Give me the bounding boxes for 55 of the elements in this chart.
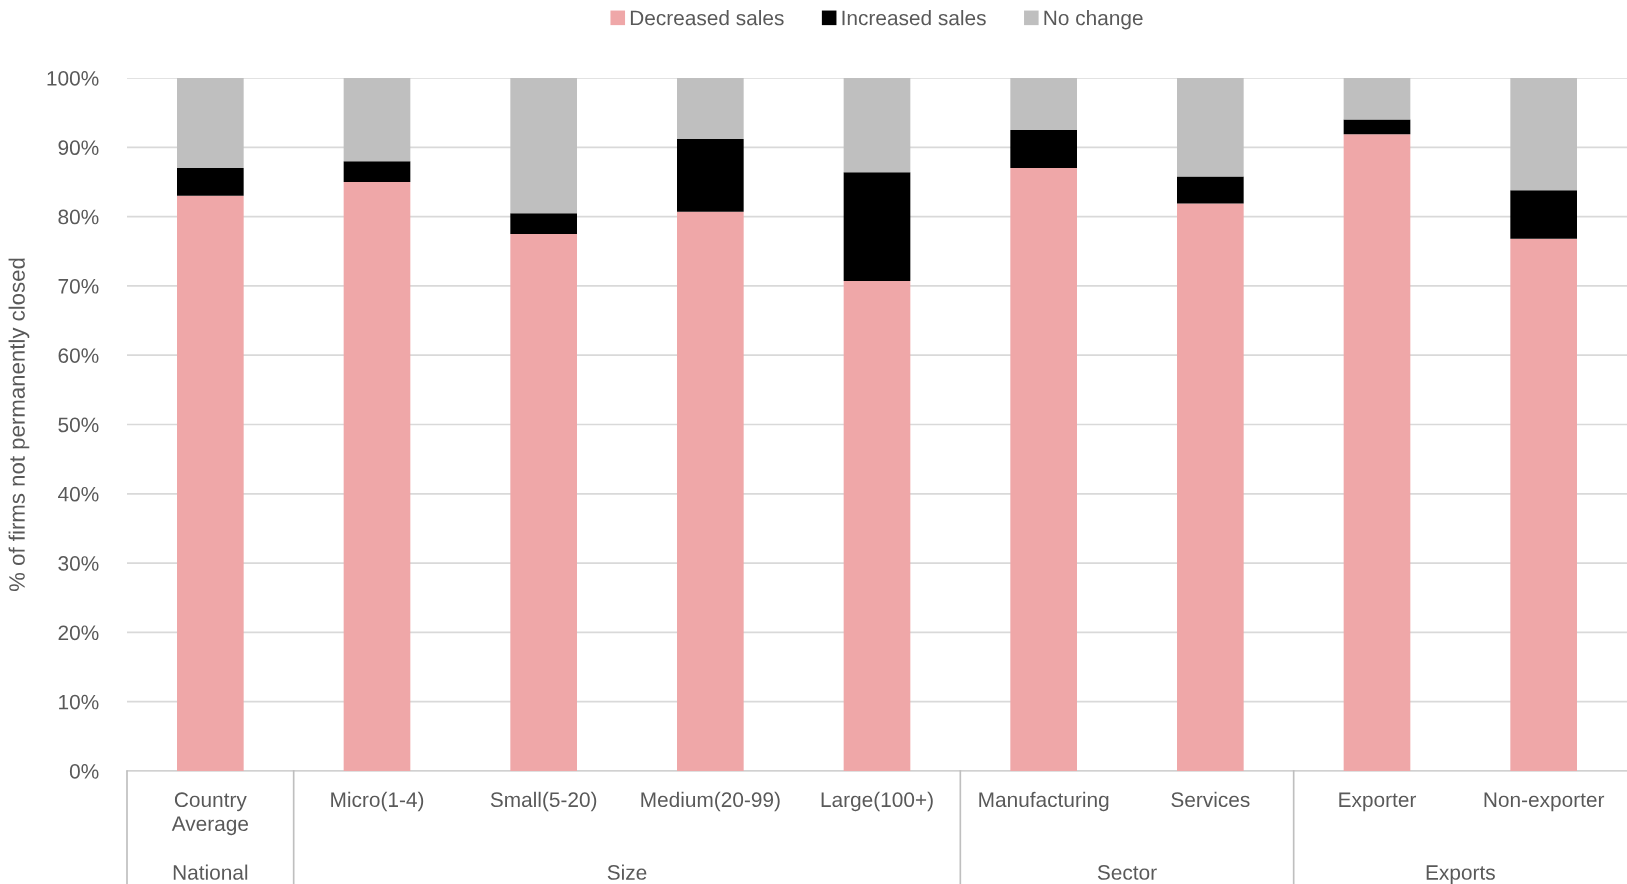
text: National [173,864,248,880]
x-tick-label: Small(5-20) [490,791,597,812]
y-tick-label: 50% [58,417,99,433]
bar [1010,129,1077,169]
bar [1177,203,1244,771]
y-tick-label: 40% [58,486,99,502]
bar [1343,78,1411,120]
legend-label: Increased sales [842,10,986,26]
bar [343,78,411,162]
bar [343,181,411,771]
bar [1177,176,1244,204]
bar [1510,190,1577,239]
bar [677,211,744,771]
bar [1010,78,1077,130]
y-tick-label: 0% [69,764,99,779]
text: Size [607,864,647,880]
x-tick-label: Medium(20-99) [641,791,780,812]
y-tick-label: 100% [47,71,99,86]
bar [843,281,911,771]
legend-label: Decreased sales [630,10,784,26]
bar [1510,238,1577,771]
bar [843,172,911,282]
bar [677,138,744,212]
x-tick-label: Micro(1-4) [331,791,424,812]
x-tick-label: Non-exporter [1484,792,1605,812]
bar [1177,78,1244,177]
y-tick-label: 30% [58,556,99,571]
bar [510,213,577,234]
bar [1510,78,1577,191]
x-tick-label: Exporter [1339,792,1417,812]
bar [177,168,244,196]
bar [177,195,244,771]
y-tick-label: 60% [58,348,99,363]
bar [1343,134,1411,771]
y-tick-label: 90% [58,140,99,156]
y-tick-label: 20% [58,625,99,641]
text: Sector [1097,865,1157,880]
y-axis-title: % of firms not permanently closed [8,258,30,592]
y-tick-label: 70% [58,278,99,294]
bar [343,161,411,182]
x-tick-label: Country Average [171,792,249,836]
bar [677,78,744,139]
bar [1343,119,1411,135]
y-tick-label: 80% [58,209,99,225]
bar [177,78,244,169]
bar [510,233,577,771]
x-tick-label: Large(100+) [821,791,933,812]
x-tick-label: Manufacturing [979,791,1109,812]
bar [1010,168,1077,771]
x-tick-label: Services [1171,791,1250,808]
legend-label: No change [1044,10,1143,30]
bar [843,78,911,173]
y-tick-label: 10% [59,694,99,710]
bar [510,78,577,214]
text: Exports [1426,865,1495,884]
